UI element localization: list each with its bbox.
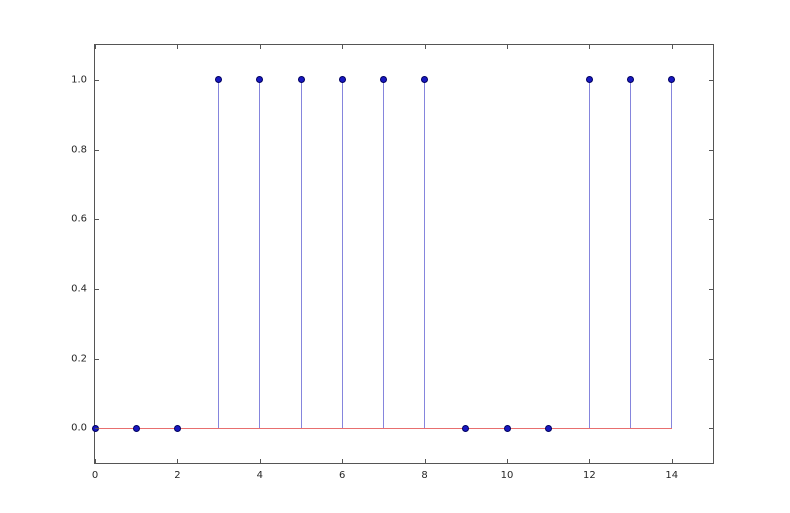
- y-axis-tick-right: [709, 79, 713, 81]
- y-axis-tick-left: [95, 358, 99, 360]
- x-axis-tick-bottom: [259, 459, 261, 463]
- x-axis-tick-label: 14: [665, 470, 679, 481]
- x-axis-tick-top: [95, 45, 96, 49]
- y-axis-tick-left: [95, 288, 99, 290]
- data-point-marker: [668, 76, 676, 84]
- y-axis-tick-label: 0.6: [71, 213, 87, 225]
- y-axis-tick-label: 0.0: [71, 422, 87, 434]
- x-axis-tick-label: 8: [421, 470, 428, 481]
- data-point-marker: [627, 76, 635, 84]
- stem-line: [382, 79, 384, 429]
- y-axis-tick-right: [709, 149, 713, 151]
- data-point-marker: [379, 76, 387, 84]
- data-point-marker: [132, 424, 140, 432]
- data-point-marker: [421, 76, 429, 84]
- x-axis-tick-label: 0: [91, 470, 99, 481]
- x-axis-tick-label: 12: [583, 470, 596, 481]
- y-axis-tick-right: [709, 219, 713, 221]
- stem-line: [259, 79, 261, 429]
- stem-line: [630, 79, 632, 429]
- x-axis-tick-label: 6: [339, 470, 346, 481]
- data-point-marker: [173, 424, 181, 432]
- stem-baseline: [95, 427, 672, 429]
- y-axis-tick-left: [95, 219, 99, 221]
- stem-line: [671, 79, 673, 429]
- x-axis-tick-label: 4: [256, 470, 263, 481]
- data-point-marker: [462, 424, 470, 432]
- x-axis-tick-bottom: [507, 459, 508, 463]
- data-point-marker: [338, 76, 346, 84]
- data-point-marker: [215, 76, 223, 84]
- x-axis-tick-bottom: [671, 459, 673, 463]
- y-axis-tick-left: [95, 149, 99, 151]
- y-axis-tick-label: 0.2: [71, 353, 87, 364]
- stem-line: [300, 79, 302, 429]
- y-axis-tick-right: [709, 358, 713, 360]
- x-axis-tick-bottom: [589, 459, 591, 463]
- plot-area: 0 2 4 6 8 10 12 14 0.0 0.2 0.4 0.6 0.8 1.0: [71, 44, 714, 481]
- y-axis-tick-label: 1.0: [71, 74, 87, 86]
- x-axis-tick-bottom: [95, 459, 96, 463]
- x-axis-tick-top: [342, 45, 344, 49]
- y-axis-tick-label: 0.4: [71, 283, 87, 295]
- plot-canvas: 0 2 4 6 8 10 12 14 0.0 0.2 0.4 0.6 0.8 1.0: [71, 45, 713, 481]
- x-axis-tick-top: [259, 45, 261, 49]
- x-axis-tick-bottom: [177, 459, 179, 463]
- stem-line: [588, 79, 590, 429]
- data-point-marker: [256, 76, 264, 84]
- data-point-marker: [297, 76, 305, 84]
- x-axis-tick-top: [589, 45, 591, 49]
- x-axis-tick-top: [507, 45, 508, 49]
- stem-line: [218, 79, 220, 429]
- x-axis-tick-top: [424, 45, 426, 49]
- y-axis-tick-right: [709, 288, 713, 290]
- y-axis-tick-left: [95, 79, 99, 81]
- x-axis-tick-bottom: [424, 459, 426, 463]
- data-point-marker: [544, 424, 552, 432]
- y-axis-tick-label: 0.8: [71, 144, 87, 155]
- data-point-marker: [503, 424, 511, 432]
- x-axis-tick-label: 10: [500, 470, 514, 481]
- y-axis-tick-right: [709, 428, 713, 430]
- x-axis-tick-top: [177, 45, 179, 49]
- x-axis-tick-bottom: [342, 459, 344, 463]
- x-axis-tick-label: 2: [174, 470, 181, 481]
- y-axis-tick-left: [95, 428, 99, 430]
- data-point-marker: [585, 76, 593, 84]
- stem-line: [424, 79, 426, 429]
- x-axis-tick-top: [671, 45, 673, 49]
- stem-line: [341, 79, 343, 429]
